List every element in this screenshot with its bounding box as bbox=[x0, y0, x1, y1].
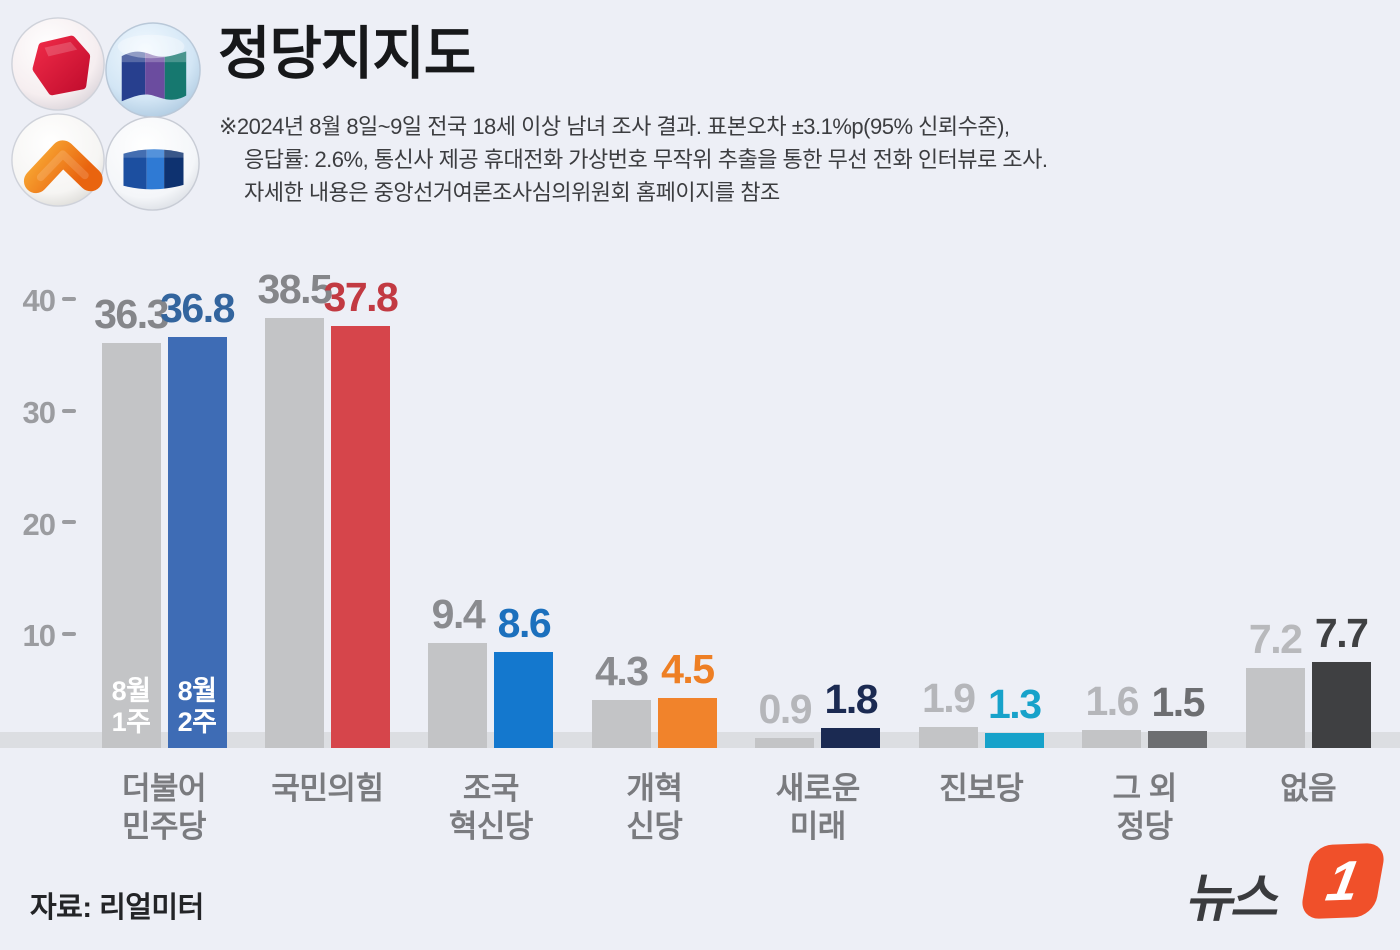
y-axis-tick-mark bbox=[62, 520, 76, 525]
category-label: 새로운 미래 bbox=[728, 770, 908, 846]
bar-value-label: 38.5 bbox=[257, 266, 333, 312]
survey-note-line: 응답률: 2.6%, 통신사 제공 휴대전화 가상번호 무작위 추출을 통한 무… bbox=[244, 147, 1048, 172]
bar-value-label: 37.8 bbox=[323, 274, 399, 320]
bar-s2-c2 bbox=[330, 326, 390, 748]
bar-value-label: 1.3 bbox=[988, 681, 1042, 727]
category-label-line: 신당 bbox=[626, 809, 683, 844]
survey-note-line: ※2024년 8월 8일~9일 전국 18세 이상 남녀 조사 결과. 표본오차… bbox=[219, 114, 1010, 139]
bar-value-label: 36.8 bbox=[160, 285, 235, 331]
category-label: 없음 bbox=[1218, 770, 1398, 808]
bar-s2-c7 bbox=[1148, 731, 1208, 748]
category-label: 국민의힘 bbox=[237, 770, 417, 808]
series-legend-line: 8월 bbox=[111, 676, 151, 706]
source-label: 자료: 리얼미터 bbox=[30, 892, 204, 924]
bar-value-label: 1.6 bbox=[1085, 678, 1139, 724]
y-axis-tick-mark bbox=[62, 632, 76, 637]
y-axis-tick-mark bbox=[62, 408, 76, 413]
category-label-line: 미래 bbox=[789, 809, 847, 844]
category-label-line: 국민의힘 bbox=[271, 771, 384, 806]
bar-value-label: 7.2 bbox=[1248, 616, 1303, 662]
y-axis-tick-label: 30 bbox=[22, 394, 56, 430]
page-title: 정당지지도 bbox=[218, 22, 476, 86]
news1-wordmark: 뉴스 bbox=[1182, 870, 1285, 928]
category-label-line: 그 외 bbox=[1112, 771, 1178, 806]
y-axis-tick-label: 10 bbox=[22, 618, 56, 654]
category-label-line: 새로운 bbox=[775, 771, 861, 806]
bar-s2-c6 bbox=[984, 733, 1044, 748]
y-axis-tick-10: 10 bbox=[14, 620, 76, 652]
bar-s1-c8 bbox=[1245, 668, 1305, 748]
bar-value-label: 9.4 bbox=[431, 591, 486, 637]
category-label: 진보당 bbox=[891, 770, 1071, 808]
series-legend-line: 2주 bbox=[177, 707, 217, 737]
category-label: 그 외 정당 bbox=[1055, 770, 1235, 846]
democratic-party-logo-icon bbox=[104, 115, 200, 211]
category-label: 더불어 민주당 bbox=[74, 770, 254, 846]
y-axis-tick-label: 20 bbox=[22, 506, 56, 542]
bar-value-label: 1.9 bbox=[922, 675, 976, 721]
reform-party-logo-icon bbox=[10, 112, 106, 208]
category-label-line: 더불어 bbox=[121, 771, 207, 806]
bar-s1-c7 bbox=[1082, 730, 1142, 748]
bar-s2-c8 bbox=[1311, 662, 1371, 748]
series-legend-inbar: 8월 1주 bbox=[102, 676, 161, 738]
y-axis-tick-label: 40 bbox=[22, 283, 56, 319]
y-axis-tick-40: 40 bbox=[14, 285, 76, 317]
bar-s1-c1 bbox=[101, 343, 161, 748]
news1-numeral-box: 1 bbox=[1299, 842, 1387, 920]
category-label-line: 정당 bbox=[1116, 809, 1174, 844]
bar-s1-c5 bbox=[755, 738, 815, 748]
category-label-line: 없음 bbox=[1280, 771, 1337, 806]
rebuilding-korea-party-logo-icon bbox=[104, 21, 201, 118]
category-label: 조국 혁신당 bbox=[401, 770, 581, 846]
survey-note-line: 자세한 내용은 중앙선거여론조사심의위원회 홈페이지를 참조 bbox=[244, 180, 780, 205]
bar-value-label: 4.5 bbox=[661, 646, 715, 692]
category-label-line: 혁신당 bbox=[448, 809, 534, 844]
series-legend-line: 1주 bbox=[111, 707, 151, 737]
bar-value-label: 7.7 bbox=[1314, 610, 1369, 656]
bar-s1-c3 bbox=[428, 643, 488, 748]
bar-s2-c3 bbox=[494, 652, 554, 748]
bar-s1-c4 bbox=[591, 700, 651, 748]
bar-value-label: 0.9 bbox=[758, 686, 813, 732]
category-label-line: 민주당 bbox=[121, 809, 207, 844]
category-label-line: 진보당 bbox=[939, 771, 1024, 806]
bar-s1-c6 bbox=[918, 727, 978, 748]
news1-logo: 뉴스 1 bbox=[1183, 842, 1390, 932]
series-legend-inbar: 8월 2주 bbox=[168, 676, 227, 738]
bar-s2-c5 bbox=[821, 728, 881, 748]
y-axis-tick-20: 20 bbox=[14, 506, 76, 542]
bar-s1-c2 bbox=[264, 318, 324, 748]
bar-value-label: 36.3 bbox=[94, 291, 169, 337]
survey-notes: ※2024년 8월 8일~9일 전국 18세 이상 남녀 조사 결과. 표본오차… bbox=[219, 110, 1048, 209]
bar-value-label: 4.3 bbox=[595, 648, 649, 694]
bar-value-label: 1.5 bbox=[1151, 679, 1205, 725]
y-axis-tick-mark bbox=[62, 297, 76, 301]
bar-value-label: 8.6 bbox=[497, 600, 552, 646]
bar-s2-c1 bbox=[167, 337, 227, 748]
category-label-line: 조국 bbox=[462, 771, 520, 806]
bar-value-label: 1.8 bbox=[824, 676, 879, 722]
news1-numeral: 1 bbox=[1321, 848, 1365, 913]
series-legend-line: 8월 bbox=[177, 676, 217, 706]
category-label-line: 개혁 bbox=[626, 771, 683, 806]
ppp-logo-icon bbox=[10, 16, 106, 112]
bar-s2-c4 bbox=[657, 698, 717, 748]
category-label: 개혁 신당 bbox=[564, 770, 744, 846]
y-axis-tick-30: 30 bbox=[14, 394, 76, 430]
